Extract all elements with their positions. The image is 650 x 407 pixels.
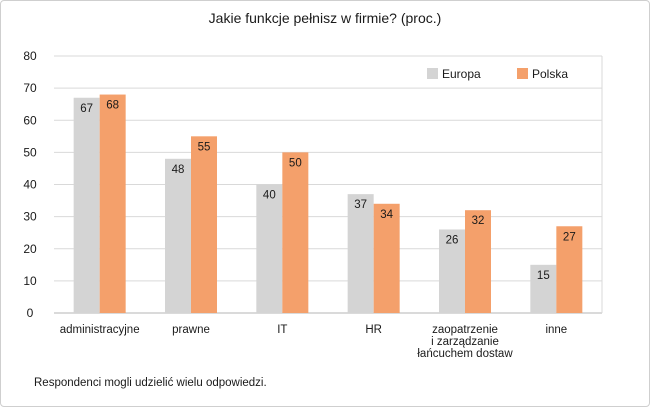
y-tick-label: 70 [23,81,37,95]
data-label: 55 [198,141,211,153]
bar-polska [282,152,309,313]
x-tick-label: HR [365,324,382,336]
y-tick-label: 20 [23,242,37,256]
bar-polska [191,136,217,313]
bar-polska [465,210,491,313]
y-tick-label: 50 [23,145,37,159]
data-label: 68 [106,100,119,112]
x-tick-label: IT [277,324,287,336]
bar-europa [530,264,557,313]
bar-europa [165,158,191,313]
bar-polska [373,203,400,313]
data-label: 26 [446,234,459,246]
y-tick-label: 10 [23,274,37,288]
data-label: 27 [563,231,576,243]
legend-swatch-polska [517,68,528,79]
data-label: 32 [472,215,485,227]
x-tick-label: inne [545,324,567,336]
footnote: Respondenci mogli udzielić wielu odpowie… [34,377,267,389]
data-label: 15 [537,270,550,282]
y-tick-label: 60 [23,113,37,127]
x-tick-label: zaopatrzenie [432,324,498,336]
y-tick-label: 30 [23,210,37,224]
x-tick-label: i zarządzanie [431,336,499,348]
y-tick-label: 40 [23,178,37,192]
y-tick-label: 80 [23,49,37,63]
data-label: 34 [380,209,393,221]
legend-swatch-europa [427,68,438,79]
data-label: 48 [172,164,185,176]
bar-europa [439,229,465,313]
x-tick-label: administracyjne [60,324,140,336]
bar-polska [99,94,126,313]
bar-europa [347,194,374,313]
x-tick-label: łańcuchem dostaw [417,348,513,360]
bar-europa [256,184,283,313]
legend-label: Polska [532,67,568,81]
bar-polska [556,226,583,313]
chart-title: Jakie funkcje pełnisz w firmie? (proc.) [208,10,442,26]
data-label: 37 [354,199,367,211]
x-tick-label: prawne [172,324,210,336]
y-tick-label: 0 [27,306,34,320]
data-label: 40 [263,190,276,202]
data-label: 67 [80,103,93,115]
bar-europa [73,97,100,313]
data-label: 50 [289,157,302,169]
legend-label: Europa [442,67,481,81]
